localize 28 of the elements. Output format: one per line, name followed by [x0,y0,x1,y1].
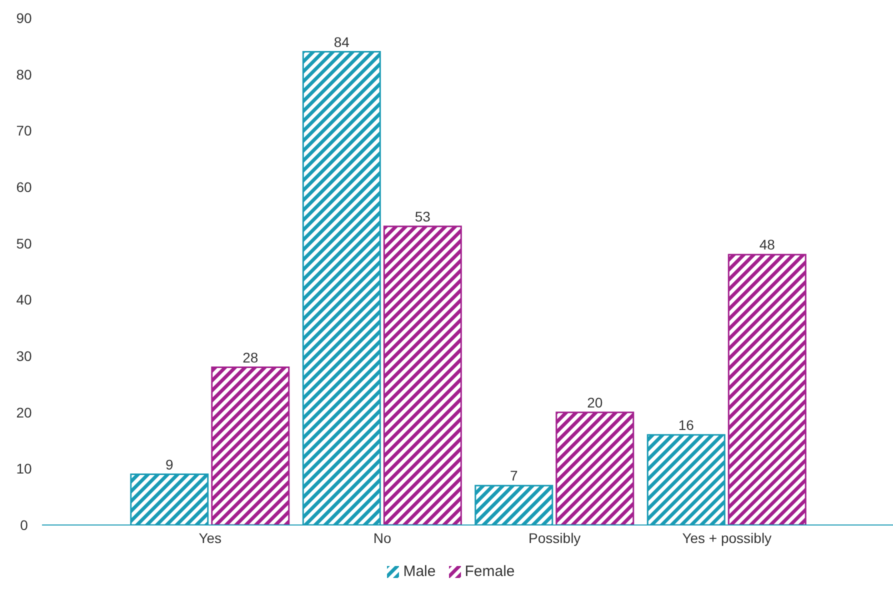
y-tick-label: 80 [16,66,32,82]
data-label: 84 [334,34,350,50]
y-tick-label: 40 [16,292,32,308]
y-tick-label: 90 [16,10,32,26]
y-tick-label: 10 [16,460,32,477]
y-tick-label: 0 [20,516,28,533]
x-tick-label: No [373,530,392,546]
data-label: 53 [414,208,431,224]
y-tick-label: 50 [16,235,32,252]
y-tick-label: 20 [16,404,32,420]
x-tick-label: Yes + possibly [682,530,772,546]
x-tick-label: Possibly [528,530,581,546]
bar [383,226,462,525]
legend-label: Female [464,563,515,580]
bar [211,366,290,525]
data-label: 28 [242,349,258,366]
y-tick-label: 60 [16,178,32,195]
y-tick-label: 30 [16,348,32,364]
y-tick-label: 70 [16,122,32,139]
data-label: 48 [759,236,776,253]
data-label: 7 [510,468,518,484]
bar [556,412,634,525]
data-label: 16 [678,416,694,433]
x-tick-label: Yes [198,530,222,546]
bar [728,254,806,525]
legend-label: Male [403,563,436,580]
data-label: 9 [165,456,174,472]
data-label: 20 [587,394,603,410]
